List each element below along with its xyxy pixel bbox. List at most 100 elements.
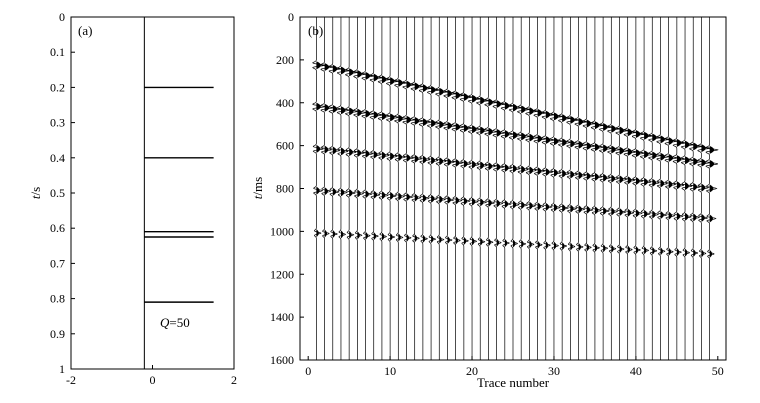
trace-peak	[635, 149, 641, 158]
trace-peak	[431, 119, 436, 128]
panel-a-y-tick-label: 0.8	[50, 292, 65, 306]
panel-b-y-tick-label: 400	[276, 96, 294, 110]
trace-peak	[513, 103, 518, 112]
trace-peak	[627, 128, 633, 137]
trace-peak	[586, 172, 591, 181]
panel-a-reflectors	[144, 86, 214, 303]
trace-peak	[578, 242, 582, 251]
trace-peak	[349, 230, 352, 239]
seismic-trace	[345, 17, 359, 360]
trace-peak	[545, 136, 551, 144]
seismic-trace	[607, 17, 621, 360]
trace-peak	[447, 195, 451, 204]
trace-peak	[357, 108, 362, 117]
seismic-trace	[385, 17, 400, 360]
trace-peak	[701, 158, 706, 167]
trace-peak	[562, 204, 566, 213]
panel-b-label: (b)	[308, 23, 323, 38]
panel-a-x-tick-label: -2	[66, 373, 76, 387]
trace-peak	[340, 230, 344, 239]
trace-peak	[603, 144, 608, 153]
trace-peak	[668, 211, 673, 220]
trace-peak	[422, 194, 427, 203]
trace-peak	[455, 196, 460, 205]
trace-peak	[447, 89, 452, 98]
trace-peak	[685, 156, 690, 165]
trace-peak	[570, 204, 574, 213]
trace-peak	[349, 107, 354, 116]
trace-peak	[545, 241, 549, 250]
panel-a-y-tick-label: 0.3	[50, 116, 65, 130]
trace-peak	[422, 84, 428, 93]
trace-peak	[365, 71, 371, 80]
trace-peak	[693, 142, 698, 151]
trace-peak	[431, 235, 434, 244]
trace-peak	[365, 109, 371, 118]
panel-b-x-tick-label: 10	[384, 364, 396, 378]
trace-peak	[439, 195, 443, 204]
trace-peak	[693, 249, 696, 258]
trace-peak	[529, 166, 534, 175]
panel-b-y-ticks: 0 200 400 600 800 1000 1200 1400 1600	[270, 10, 304, 367]
trace-peak	[381, 75, 387, 84]
trace-peak	[701, 183, 706, 192]
trace-peak	[463, 92, 469, 101]
trace-peak	[594, 143, 600, 152]
panel-b-x-ticks: 0 10 20 30 40 50	[305, 356, 724, 378]
trace-peak	[619, 146, 624, 155]
trace-peak	[553, 203, 558, 212]
trace-peak	[504, 239, 508, 248]
trace-peak	[652, 246, 655, 255]
panel-a-y-tick-label: 0.6	[50, 221, 65, 235]
panel-a-y-tick-label: 0	[59, 10, 65, 24]
panel-b-y-tick-label: 800	[276, 182, 294, 196]
seismic-trace	[672, 17, 686, 360]
trace-peak	[701, 249, 704, 258]
trace-peak	[463, 197, 468, 206]
panel-b-x-tick-label: 40	[630, 364, 642, 378]
trace-peak	[373, 232, 377, 241]
trace-peak	[619, 245, 622, 254]
seismic-trace	[680, 17, 695, 360]
trace-peak	[521, 165, 526, 174]
trace-peak	[627, 208, 632, 217]
trace-peak	[578, 140, 584, 149]
panel-a-x-ticks: -2 0 2	[66, 365, 237, 387]
trace-peak	[603, 122, 608, 131]
trace-peak	[594, 243, 598, 252]
seismic-trace	[402, 17, 416, 360]
panel-a-frame	[70, 16, 235, 370]
trace-peak	[660, 211, 664, 220]
trace-peak	[381, 151, 386, 160]
trace-peak	[332, 64, 338, 73]
trace-peak	[521, 105, 526, 114]
trace-peak	[373, 73, 379, 82]
trace-peak	[668, 137, 674, 146]
trace-peak	[357, 148, 362, 157]
trace-peak	[390, 152, 394, 161]
trace-peak	[562, 242, 565, 251]
seismic-trace	[533, 17, 547, 360]
trace-peak	[611, 244, 614, 253]
trace-peak	[365, 149, 370, 158]
trace-peak	[611, 207, 615, 216]
trace-peak	[603, 244, 606, 253]
seismic-trace	[369, 17, 383, 360]
panel-b-x-tick-label: 0	[305, 364, 311, 378]
trace-peak	[619, 126, 624, 135]
trace-peak	[619, 175, 624, 184]
trace-peak	[521, 132, 526, 141]
trace-peak	[357, 231, 360, 240]
trace-peak	[496, 199, 500, 208]
seismic-trace	[705, 17, 719, 360]
seismic-trace	[336, 17, 351, 360]
trace-peak	[513, 239, 516, 248]
trace-peak	[496, 163, 501, 172]
trace-peak	[406, 153, 411, 162]
panel-b-y-tick-label: 1200	[270, 267, 294, 281]
panel-a-y-tick-label: 1	[59, 362, 65, 376]
trace-peak	[668, 247, 672, 256]
trace-peak	[529, 240, 532, 249]
trace-peak	[414, 82, 420, 91]
trace-peak	[513, 131, 518, 140]
